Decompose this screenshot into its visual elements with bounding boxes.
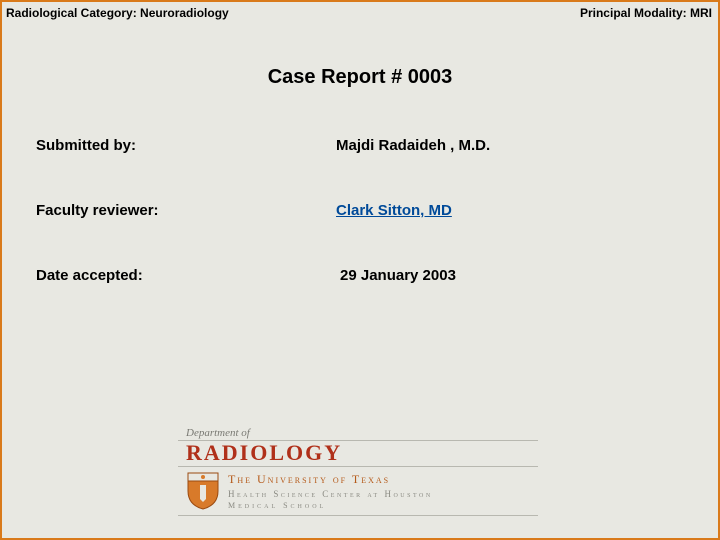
logo-med-text: Medical School	[228, 501, 433, 510]
logo-text-column: The University of Texas Health Science C…	[228, 471, 433, 510]
submitted-row: Submitted by: Majdi Radaideh , M.D.	[36, 137, 718, 154]
category-value: Neuroradiology	[140, 6, 229, 20]
logo-university-row: The University of Texas Health Science C…	[178, 467, 538, 516]
date-value: 29 January 2003	[336, 267, 456, 284]
submitted-label: Submitted by:	[36, 137, 336, 154]
case-report-title: Case Report # 0003	[2, 66, 718, 89]
modality-label: Principal Modality:	[580, 6, 687, 20]
logo-dept-text: Department of	[178, 427, 538, 439]
date-row: Date accepted: 29 January 2003	[36, 267, 718, 284]
header-row: Radiological Category: Neuroradiology Pr…	[2, 2, 718, 20]
category-label: Radiological Category:	[6, 6, 137, 20]
reviewer-label: Faculty reviewer:	[36, 202, 336, 219]
submitted-value: Majdi Radaideh , M.D.	[336, 137, 490, 154]
reviewer-link[interactable]: Clark Sitton, MD	[336, 202, 452, 219]
logo-university-text: The University of Texas	[228, 472, 433, 487]
reviewer-row: Faculty reviewer: Clark Sitton, MD	[36, 202, 718, 219]
info-block: Submitted by: Majdi Radaideh , M.D. Facu…	[2, 137, 718, 284]
principal-modality: Principal Modality: MRI	[580, 6, 712, 20]
radiological-category: Radiological Category: Neuroradiology	[6, 6, 229, 20]
date-label: Date accepted:	[36, 267, 336, 284]
logo-hsc-text: Health Science Center at Houston	[228, 489, 433, 499]
logo-radiology-text: RADIOLOGY	[178, 440, 538, 467]
modality-value: MRI	[690, 6, 712, 20]
shield-icon	[186, 471, 220, 511]
department-logo: Department of RADIOLOGY The University o…	[178, 427, 538, 516]
slide-frame: Radiological Category: Neuroradiology Pr…	[0, 0, 720, 540]
